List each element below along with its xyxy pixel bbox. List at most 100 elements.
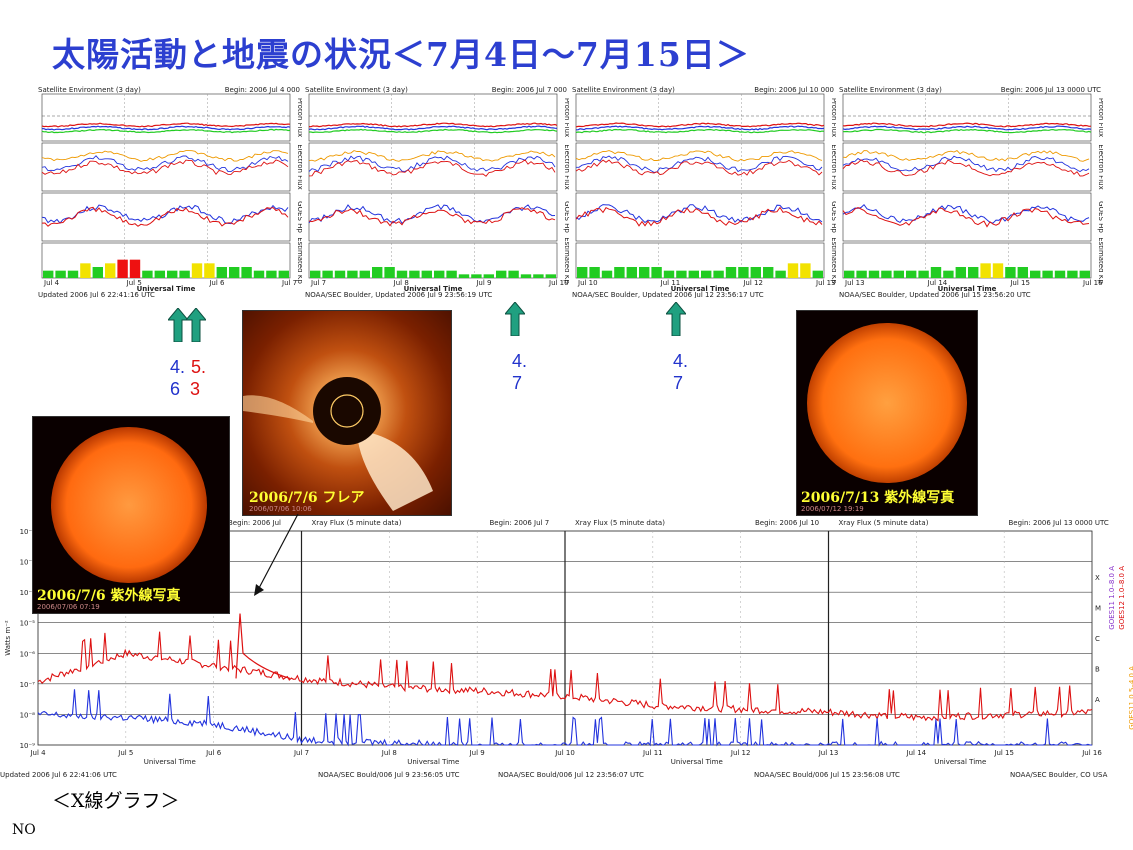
sat-header-left: Satellite Environment (3 day) (839, 86, 942, 94)
sat-axis-label: Electron Flux (296, 144, 302, 190)
kp-bar (545, 274, 556, 278)
xray-x-tick: Jul 8 (381, 749, 397, 757)
sat-svg-2: Satellite Environment (3 day) Begin: 2006… (305, 86, 569, 298)
xray-class-label: C (1095, 635, 1100, 643)
hp-series-blue (575, 204, 823, 224)
sat-axis-label: Proton Flux (563, 98, 569, 137)
xray-series-line (37, 631, 1093, 722)
earthquake-magnitude-2: 4. 7 (512, 351, 528, 393)
kp-bar (943, 270, 954, 278)
up-arrow-icon (168, 308, 188, 342)
xray-begin: Begin: 2006 Jul (228, 519, 281, 527)
kp-bar (750, 267, 761, 278)
proton-series-red (41, 122, 291, 128)
kp-bar (216, 267, 227, 278)
kp-bar (508, 270, 519, 278)
xray-ylabel: Watts m⁻² (4, 620, 12, 656)
kp-bar (701, 270, 712, 278)
sat-plot-frame (842, 93, 1092, 142)
xray-x-tick: Jul 10 (554, 749, 575, 757)
xray-legend-entry: GOES11 1.0–8.0 A (1108, 566, 1116, 630)
kp-bar (396, 270, 408, 278)
proton-series-red (575, 122, 825, 128)
earthquake-magnitude-3: 4. 7 (673, 351, 689, 393)
electron-series-red (308, 159, 556, 177)
sat-plot-frame (41, 242, 291, 279)
sat-panel-3: Satellite Environment (3 day) Begin: 2006… (570, 86, 836, 298)
sat-header-left: Satellite Environment (3 day) (38, 86, 141, 94)
kp-bar (229, 267, 240, 278)
page-title: 太陽活動と地震の状況＜7月4日～7月15日＞ (52, 35, 750, 74)
kp-bar (409, 270, 420, 278)
kp-bar (496, 270, 507, 278)
electron-series-red (575, 159, 823, 176)
kp-bar (204, 263, 215, 278)
sat-day-label: Jul 6 (208, 279, 225, 287)
sat-axis-label: Proton Flux (830, 98, 836, 137)
xray-y-tick: 10⁻⁶ (20, 650, 36, 658)
xray-y-tick: 10⁻⁵ (20, 620, 36, 628)
kp-bar (421, 270, 432, 278)
kp-bar (775, 270, 786, 278)
sat-day-label: Jul 10 (548, 279, 569, 287)
xray-y-tick: 10⁻⁸ (20, 711, 36, 719)
xray-class-label: A (1095, 696, 1100, 704)
sat-header-right: Begin: 2006 Jul 10 000 (754, 86, 834, 94)
electron-series-red (41, 159, 289, 176)
xray-graph-caption: ＜X線グラフ＞ (52, 790, 180, 812)
sat-axis-label: Proton Flux (1097, 98, 1103, 137)
up-arrow-icon (186, 308, 206, 342)
xray-x-tick: Jul 11 (642, 749, 663, 757)
sat-plot-frame (575, 93, 825, 142)
sat-axis-label: GOES Hp (1097, 201, 1103, 233)
sat-updated: NOAA/SEC Boulder, Updated 2006 Jul 9 23:… (305, 291, 492, 298)
electron-series-red (842, 159, 1090, 177)
sat-day-label: Jul 14 (927, 279, 948, 287)
sat-day-label: Jul 13 (844, 279, 865, 287)
sat-axis-label: Electron Flux (563, 144, 569, 190)
sat-day-label: Jul 13 (815, 279, 836, 287)
kp-bar (253, 270, 265, 278)
xray-x-tick: Jul 5 (117, 749, 133, 757)
xray-xlabel: Universal Time (934, 758, 986, 766)
uv2-caption: 2006/7/13 紫外線写真 (801, 490, 955, 506)
proton-series-green (842, 128, 1092, 134)
sat-day-label: Jul 4 (43, 279, 60, 287)
kp-bar (105, 263, 116, 278)
sat-day-label: Jul 12 (742, 279, 763, 287)
sat-plot-frame (575, 192, 825, 242)
kp-bar (67, 270, 79, 278)
sat-day-label: Jul 7 (281, 279, 297, 287)
kp-bar (241, 267, 252, 278)
kp-bar (1054, 270, 1066, 278)
kp-bar (129, 259, 141, 278)
sat-svg-4: Satellite Environment (3 day) Begin: 2006… (839, 86, 1103, 298)
kp-bar (1067, 270, 1078, 278)
kp-bar (310, 270, 321, 278)
kp-bar (577, 267, 588, 278)
kp-bar (278, 270, 289, 278)
kp-bar (533, 274, 544, 278)
sat-axis-label: GOES Hp (563, 201, 569, 233)
hp-series-red (842, 206, 1090, 228)
up-arrow-icon (666, 302, 686, 336)
kp-bar (179, 270, 190, 278)
sat-axis-label: Proton Flux (296, 98, 302, 137)
electron-series-orange (842, 150, 1090, 162)
kp-bar (1042, 270, 1053, 278)
sat-day-label: Jul 9 (475, 279, 491, 287)
kp-bar (55, 270, 66, 278)
kp-bar (930, 267, 942, 278)
xray-legend-entry: GOES11 0.5–4.0 A (1128, 666, 1133, 730)
xray-footer-text: NOAA/SEC Bould/006 Jul 12 23:56:07 UTC (498, 771, 644, 779)
up-arrow-icon (505, 302, 525, 336)
sat-axis-label: Estimated Kp (563, 237, 569, 284)
sat-plot-frame (842, 142, 1092, 192)
sat-axis-label: Estimated Kp (1097, 237, 1103, 284)
kp-bar (347, 270, 358, 278)
xray-y-tick: 10⁻⁴ (20, 589, 36, 597)
xray-x-tick: Jul 6 (205, 749, 222, 757)
kp-bar (372, 267, 383, 278)
kp-bar (471, 274, 482, 278)
kp-bar (1017, 267, 1028, 278)
